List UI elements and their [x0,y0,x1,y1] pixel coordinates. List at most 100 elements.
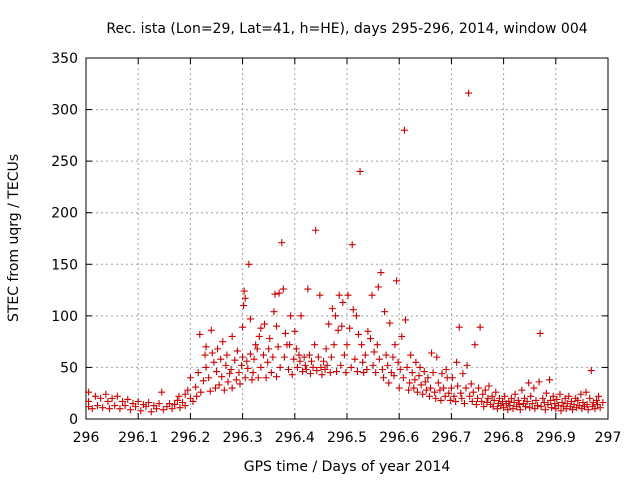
data-point [483,398,491,406]
data-point [565,392,573,400]
data-point [104,397,112,405]
data-point [279,285,287,293]
data-point [257,324,265,332]
data-point [193,392,201,400]
data-point [184,386,192,394]
data-point [406,379,414,387]
data-point [313,367,321,375]
y-axis-label: STEC from uqrg / TECUs [6,154,22,322]
data-point [421,378,429,386]
data-point [248,376,256,384]
data-point [287,312,295,320]
data-point [490,396,498,404]
data-point [445,389,453,397]
data-point [202,343,210,351]
data-point [339,298,347,306]
data-point [91,392,99,400]
data-point [196,330,204,338]
data-point [245,260,253,268]
x-tick-label: 296.6 [379,430,419,446]
data-point [363,365,371,373]
data-point [381,308,389,316]
data-point [105,405,113,413]
data-point [495,394,503,402]
data-point [382,351,390,359]
data-point [124,395,132,403]
data-point [290,355,298,363]
data-point [338,322,346,330]
data-point [300,353,308,361]
data-point [132,403,140,411]
data-point [306,370,314,378]
data-point [407,351,415,359]
data-point [428,349,436,357]
data-point [308,357,316,365]
data-point [236,380,244,388]
data-point [465,89,473,97]
data-point [311,341,319,349]
data-point [134,397,142,405]
data-point [207,326,215,334]
data-point [450,392,458,400]
data-point [210,358,218,366]
data-point [254,374,262,382]
data-point [454,382,462,390]
data-point [316,291,324,299]
data-point [475,384,483,392]
data-point [241,374,249,382]
data-point [579,398,587,406]
data-point [488,392,496,400]
data-point [280,353,288,361]
data-point [119,397,127,405]
data-point [541,406,549,414]
data-point [271,290,279,298]
data-point [354,330,362,338]
data-point [257,363,265,371]
data-point [484,394,492,402]
data-point [506,402,514,410]
data-point [121,402,129,410]
data-point [352,312,360,320]
grid-lines [86,58,608,419]
data-point [411,376,419,384]
data-point [273,322,281,330]
data-point [351,355,359,363]
data-point [415,372,423,380]
data-point [489,403,497,411]
data-point [462,384,470,392]
data-point [276,363,284,371]
data-point [318,371,326,379]
data-point [479,390,487,398]
data-point [408,369,416,377]
data-point [516,406,524,414]
y-tick-label: 150 [51,257,78,273]
data-point [219,338,227,346]
data-point [485,382,493,390]
data-point [265,345,273,353]
data-point [424,374,432,382]
data-point [410,384,418,392]
data-point [468,397,476,405]
data-point [369,361,377,369]
data-point [385,379,393,387]
data-point [158,388,166,396]
x-tick-label: 296.4 [275,430,315,446]
data-point [515,401,523,409]
x-tick-label: 296.1 [118,430,158,446]
data-point [243,357,251,365]
x-tick-label: 296.5 [327,430,367,446]
data-point [239,353,247,361]
data-point [510,398,518,406]
data-point [202,363,210,371]
data-point [452,397,460,405]
data-point [535,378,543,386]
data-point [532,396,540,404]
data-point [226,370,234,378]
data-point [526,404,534,412]
data-point [171,401,179,409]
data-point [305,351,313,359]
data-point [285,365,293,373]
data-point [152,405,160,413]
data-point [476,323,484,331]
